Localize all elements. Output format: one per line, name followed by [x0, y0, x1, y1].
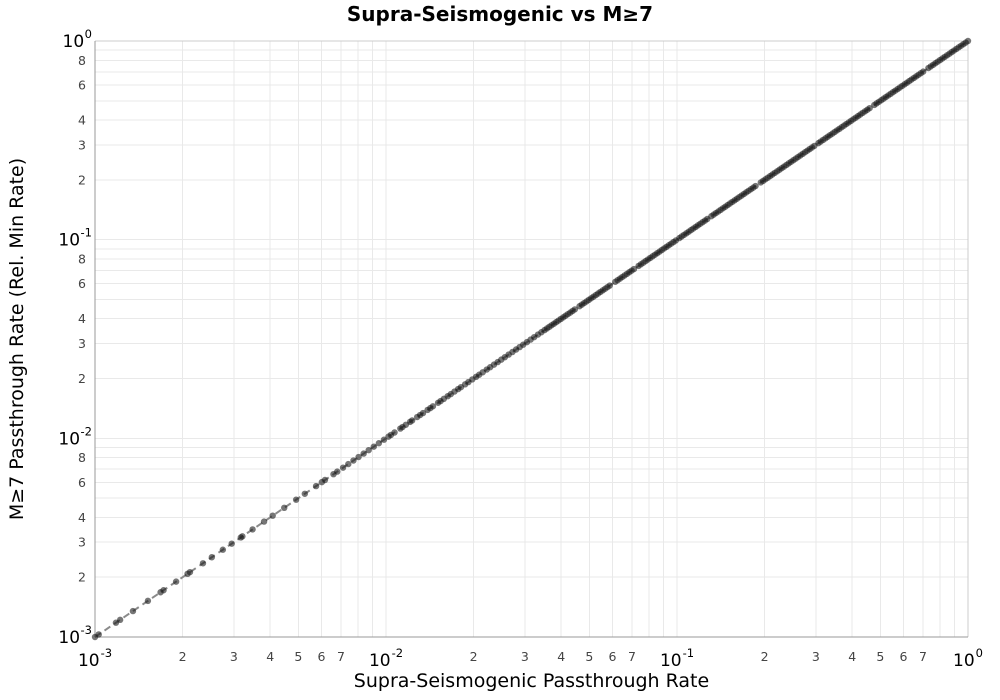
- x-minor-tick-label: 2: [179, 649, 187, 664]
- scatter-point: [312, 482, 320, 490]
- y-minor-tick-label: 8: [78, 450, 86, 465]
- scatter-point: [334, 468, 341, 475]
- y-tick-label: 10-2: [58, 424, 92, 449]
- x-minor-tick-label: 3: [230, 649, 238, 664]
- scatter-point: [365, 446, 372, 454]
- scatter-point: [269, 512, 276, 519]
- x-minor-tick-label: 6: [608, 649, 616, 664]
- scatter-point: [208, 554, 216, 561]
- scatter-point: [228, 540, 235, 547]
- scatter-point: [116, 616, 124, 624]
- scatter-point: [199, 560, 207, 567]
- scatter-point: [630, 265, 638, 273]
- y-minor-tick-label: 4: [78, 510, 86, 525]
- scatter-point: [606, 282, 613, 289]
- y-minor-tick-label: 3: [78, 137, 86, 152]
- scatter-point: [919, 68, 927, 75]
- scatter-point: [408, 417, 416, 424]
- scatter-point: [239, 533, 246, 540]
- scatter-point: [350, 457, 357, 464]
- scatter-point: [391, 429, 398, 436]
- scatter-point: [292, 496, 300, 503]
- y-minor-tick-label: 6: [78, 276, 86, 291]
- x-tick-label: 10-1: [660, 646, 694, 671]
- x-minor-tick-label: 3: [521, 649, 529, 664]
- scatter-point: [186, 568, 194, 576]
- x-minor-tick-label: 4: [266, 649, 274, 664]
- y-tick-label: 100: [63, 27, 92, 52]
- x-minor-tick-label: 7: [628, 649, 636, 664]
- x-minor-tick-label: 6: [317, 649, 325, 664]
- x-tick-label: 10-2: [369, 646, 403, 671]
- x-minor-tick-label: 4: [848, 649, 856, 664]
- y-tick-label: 10-1: [58, 226, 92, 251]
- x-minor-tick-label: 2: [761, 649, 769, 664]
- scatter-point: [339, 464, 347, 471]
- scatter-point: [355, 453, 362, 461]
- scatter-point: [375, 440, 383, 447]
- scatter-point: [360, 450, 367, 457]
- x-minor-tick-label: 5: [585, 649, 593, 664]
- x-tick-label: 10-3: [78, 646, 112, 671]
- scatter-point: [380, 436, 388, 443]
- y-minor-tick-label: 4: [78, 311, 86, 326]
- scatter-point: [172, 578, 180, 585]
- x-minor-tick-label: 7: [337, 649, 345, 664]
- scatter-point: [249, 526, 256, 533]
- scatter-point: [370, 443, 378, 450]
- chart-title: Supra-Seismogenic vs M≥7: [346, 2, 654, 26]
- scatter-point: [301, 490, 309, 497]
- y-minor-tick-label: 3: [78, 535, 86, 550]
- y-minor-tick-label: 2: [78, 172, 86, 187]
- y-minor-tick-label: 8: [78, 53, 86, 68]
- scatter-point: [260, 518, 268, 525]
- scatter-point: [160, 587, 167, 594]
- y-axis-label: M≥7 Passthrough Rate (Rel. Min Rate): [6, 157, 28, 521]
- scatter-point: [419, 409, 427, 417]
- scatter-point: [95, 631, 102, 638]
- scatter-point: [219, 546, 227, 553]
- scatter-point: [345, 460, 352, 468]
- scatter-series: [91, 37, 972, 641]
- y-tick-label: 10-3: [58, 623, 92, 648]
- scatter-point: [129, 607, 137, 615]
- y-minor-tick-label: 2: [78, 371, 86, 386]
- scatter-point: [321, 476, 329, 484]
- x-minor-tick-label: 6: [899, 649, 907, 664]
- x-minor-tick-label: 5: [294, 649, 302, 664]
- scatter-point: [752, 182, 759, 190]
- x-axis-label: Supra-Seismogenic Passthrough Rate: [353, 670, 710, 692]
- scatter-point: [571, 306, 579, 313]
- scatter-point: [281, 504, 288, 512]
- y-minor-tick-label: 6: [78, 475, 86, 490]
- scatter-point: [144, 597, 152, 605]
- x-minor-tick-label: 7: [919, 649, 927, 664]
- y-minor-tick-label: 8: [78, 251, 86, 266]
- y-minor-tick-label: 4: [78, 113, 86, 128]
- scatter-point: [964, 37, 972, 45]
- scatter-point: [866, 104, 873, 112]
- scatter-point: [429, 403, 437, 410]
- x-minor-tick-label: 2: [470, 649, 478, 664]
- x-minor-tick-label: 4: [557, 649, 565, 664]
- y-minor-tick-label: 6: [78, 78, 86, 93]
- x-minor-tick-label: 3: [812, 649, 820, 664]
- y-minor-tick-label: 3: [78, 336, 86, 351]
- x-minor-tick-label: 5: [876, 649, 884, 664]
- gridlines: [94, 41, 968, 638]
- y-minor-tick-label: 2: [78, 570, 86, 585]
- x-tick-label: 100: [953, 646, 983, 671]
